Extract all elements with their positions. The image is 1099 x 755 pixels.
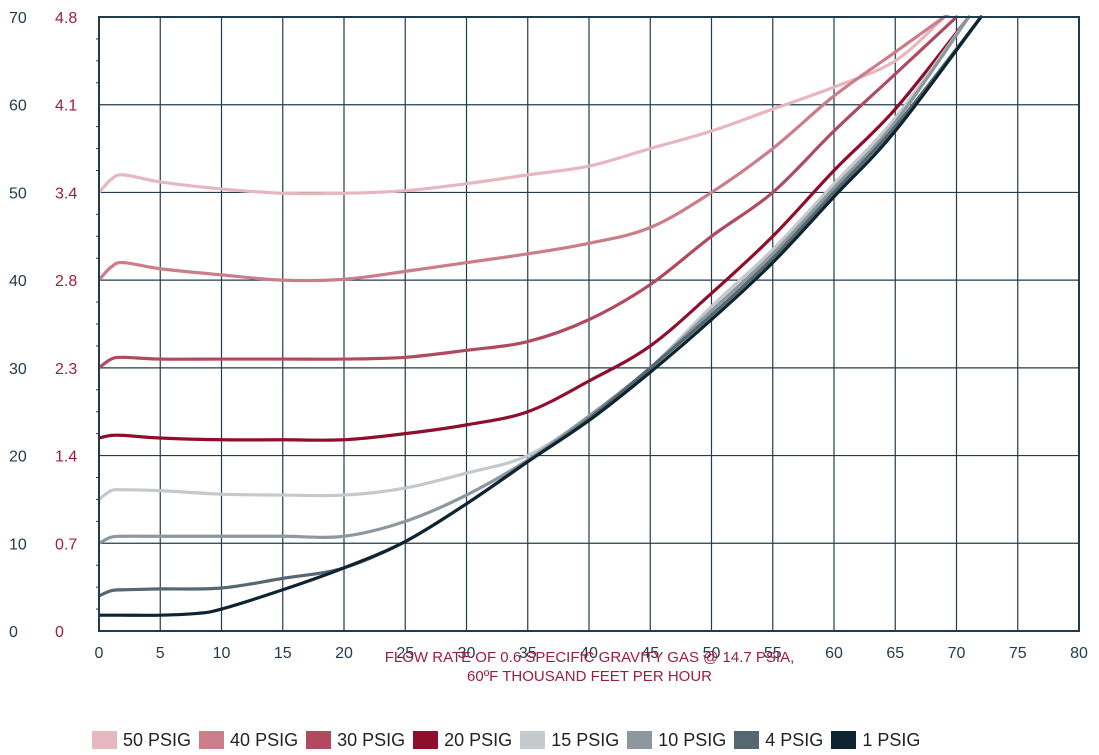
plot-frame <box>98 16 1080 632</box>
y-tick-label-left: 0 <box>9 624 18 641</box>
series-line-50-psig <box>99 15 946 196</box>
series-line-1-psig <box>99 15 983 617</box>
legend-swatch <box>199 731 225 749</box>
x-tick-label: 75 <box>1009 645 1027 662</box>
series-line-30-psig <box>99 15 959 370</box>
legend-item: 20 PSIG <box>413 730 512 751</box>
legend-swatch <box>734 731 760 749</box>
y-tick-label-right: 4.8 <box>55 10 77 27</box>
legend-swatch <box>92 731 117 749</box>
legend-label: 40 PSIG <box>230 729 299 750</box>
y-tick-label-left: 20 <box>9 449 27 466</box>
x-tick-label: 45 <box>641 645 659 662</box>
legend-item: 10 PSIG <box>627 730 726 751</box>
legend-swatch <box>627 731 653 749</box>
x-tick-labels: 0 5 10 15 20 25 30 35 40 45 50 55 60 65 70 75 80 <box>95 645 1088 662</box>
y-tick-label-left: 30 <box>9 361 27 378</box>
y-tick-label-left: 70 <box>9 10 27 27</box>
x-tick-label: 80 <box>1070 645 1088 662</box>
legend-item: 15 PSIG <box>520 730 619 751</box>
x-tick-label: 50 <box>703 645 721 662</box>
legend-item: 40 PSIG <box>199 730 298 751</box>
x-tick-label: 5 <box>156 645 165 662</box>
series-line-10-psig <box>99 15 971 545</box>
legend-swatch <box>306 731 332 749</box>
x-tick-label: 35 <box>519 645 537 662</box>
series-line-15-psig <box>99 15 971 502</box>
legend-swatch <box>831 731 857 749</box>
legend-swatch <box>520 731 546 749</box>
y-tick-label-left: 40 <box>9 273 27 290</box>
legend-label: 1 PSIG <box>862 729 921 750</box>
legend-item: 4 PSIG <box>734 730 823 751</box>
legend-item: 30 PSIG <box>306 730 405 751</box>
legend-item: 50 PSIG <box>92 730 191 751</box>
y-tick-labels-right: 0 0.7 1.4 2.3 2.8 3.4 4.1 4.8 <box>55 10 77 641</box>
legend-label: 15 PSIG <box>551 729 620 750</box>
legend: 50 PSIG 40 PSIG 30 PSIG 20 PSIG 15 PSIG 10 PS… <box>92 727 1099 753</box>
y-tick-label-left: 10 <box>9 536 27 553</box>
legend-label: 30 PSIG <box>337 729 406 750</box>
x-tick-label: 10 <box>213 645 231 662</box>
series-line-4-psig <box>99 15 983 598</box>
x-tick-label: 25 <box>396 645 414 662</box>
x-tick-label: 0 <box>95 645 104 662</box>
x-axis-title-line-1: FLOW RATE OF 0.6 SPECIFIC GRAVITY GAS @ … <box>384 649 795 666</box>
y-tick-label-left: 50 <box>9 185 27 202</box>
legend-label: 20 PSIG <box>444 729 513 750</box>
y-tick-label-left: 60 <box>9 98 27 115</box>
x-tick-label: 70 <box>948 645 966 662</box>
grid-lines <box>98 16 1080 632</box>
series-lines <box>99 15 983 617</box>
y-tick-label-right: 1.4 <box>55 449 77 466</box>
y-tick-label-right: 0.7 <box>55 536 77 553</box>
y-tick-label-right: 3.4 <box>55 185 77 202</box>
series-line-40-psig <box>99 15 950 283</box>
flow-chart: 0 5 10 15 20 25 30 35 40 45 50 55 60 65 70 75 80 0 10 20 30… <box>9 10 1088 662</box>
series-line-20-psig <box>99 15 971 442</box>
legend-label: 10 PSIG <box>658 729 727 750</box>
x-tick-label: 20 <box>335 645 353 662</box>
y-tick-label-right: 2.3 <box>55 361 77 378</box>
x-axis-title: FLOW RATE OF 0.6 SPECIFIC GRAVITY GAS @ … <box>0 648 1099 686</box>
y-tick-label-right: 0 <box>55 624 64 641</box>
x-tick-label: 30 <box>458 645 476 662</box>
y-tick-labels-left: 0 10 20 30 40 50 60 70 <box>9 10 27 641</box>
legend-swatch <box>413 731 439 749</box>
y-tick-label-right: 4.1 <box>55 98 77 115</box>
x-tick-label: 60 <box>825 645 843 662</box>
legend-label: 4 PSIG <box>765 729 824 750</box>
x-tick-label: 15 <box>274 645 292 662</box>
legend-item: 1 PSIG <box>831 730 920 751</box>
x-tick-label: 65 <box>886 645 904 662</box>
y-tick-label-right: 2.8 <box>55 273 77 290</box>
legend-label: 50 PSIG <box>123 729 192 750</box>
x-axis-title-line-2: 60ºF THOUSAND FEET PER HOUR <box>467 668 712 685</box>
x-tick-label: 40 <box>580 645 598 662</box>
x-tick-label: 55 <box>764 645 782 662</box>
